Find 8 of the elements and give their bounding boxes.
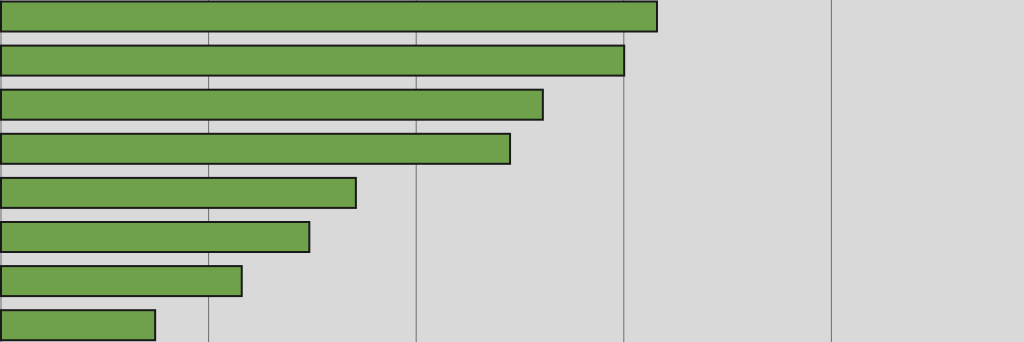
bar — [0, 132, 512, 165]
bar — [0, 176, 357, 209]
bar — [0, 88, 544, 121]
bar — [0, 44, 626, 77]
bar — [0, 265, 243, 298]
bar — [0, 0, 658, 33]
bar — [0, 221, 311, 253]
bar — [0, 309, 157, 342]
